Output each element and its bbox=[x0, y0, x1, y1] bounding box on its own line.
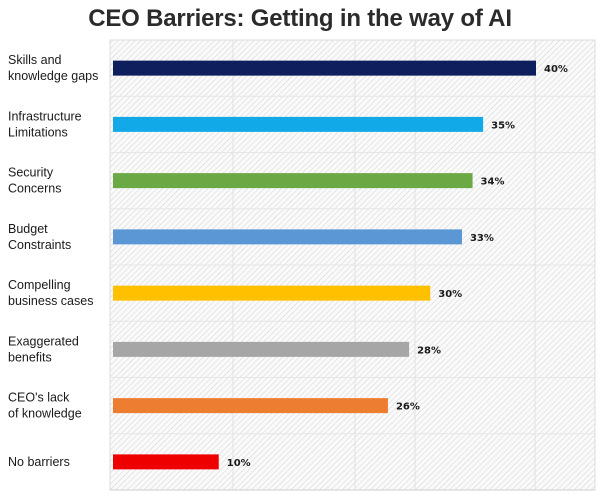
value-label: 35% bbox=[491, 120, 515, 131]
bar bbox=[113, 285, 431, 301]
category-label-line: business cases bbox=[8, 294, 93, 308]
bar bbox=[113, 398, 388, 414]
value-label: 30% bbox=[438, 289, 462, 300]
value-label: 10% bbox=[227, 458, 251, 469]
value-label: 28% bbox=[417, 345, 441, 356]
category-label-line: Limitations bbox=[8, 125, 68, 139]
category-label: CEO's lack of knowledge bbox=[8, 391, 82, 421]
category-label-line: Security bbox=[8, 166, 54, 180]
category-label-line: Concerns bbox=[8, 182, 62, 196]
bar bbox=[113, 229, 462, 245]
value-label: 33% bbox=[470, 233, 494, 244]
value-label: 26% bbox=[396, 402, 420, 413]
category-label: No barriers bbox=[8, 455, 70, 469]
category-label: Skills and knowledge gaps bbox=[8, 53, 98, 83]
category-label: Exaggerated benefits bbox=[8, 334, 79, 364]
category-label: Budget Constraints bbox=[8, 222, 71, 252]
category-label: Security Concerns bbox=[8, 166, 62, 196]
category-label-line: knowledge gaps bbox=[8, 69, 98, 83]
category-label-line: Compelling bbox=[8, 278, 71, 292]
category-label-line: Constraints bbox=[8, 238, 71, 252]
category-label: Infrastructure Limitations bbox=[8, 109, 82, 139]
category-label-line: of knowledge bbox=[8, 407, 82, 421]
bar bbox=[113, 341, 410, 357]
category-label-line: Budget bbox=[8, 222, 48, 236]
value-label: 34% bbox=[481, 177, 505, 188]
bar bbox=[113, 60, 536, 76]
value-label: 40% bbox=[544, 64, 568, 75]
bar bbox=[113, 454, 219, 470]
category-label-line: Skills and bbox=[8, 53, 62, 67]
bar bbox=[113, 116, 484, 132]
category-label-line: No barriers bbox=[8, 455, 70, 469]
category-label: Compelling business cases bbox=[8, 278, 93, 308]
category-label-line: CEO's lack bbox=[8, 391, 70, 405]
bar bbox=[113, 173, 473, 189]
category-label-line: Exaggerated bbox=[8, 334, 79, 348]
category-label-line: Infrastructure bbox=[8, 109, 82, 123]
category-label-line: benefits bbox=[8, 350, 52, 364]
chart-title: CEO Barriers: Getting in the way of AI bbox=[88, 5, 512, 32]
